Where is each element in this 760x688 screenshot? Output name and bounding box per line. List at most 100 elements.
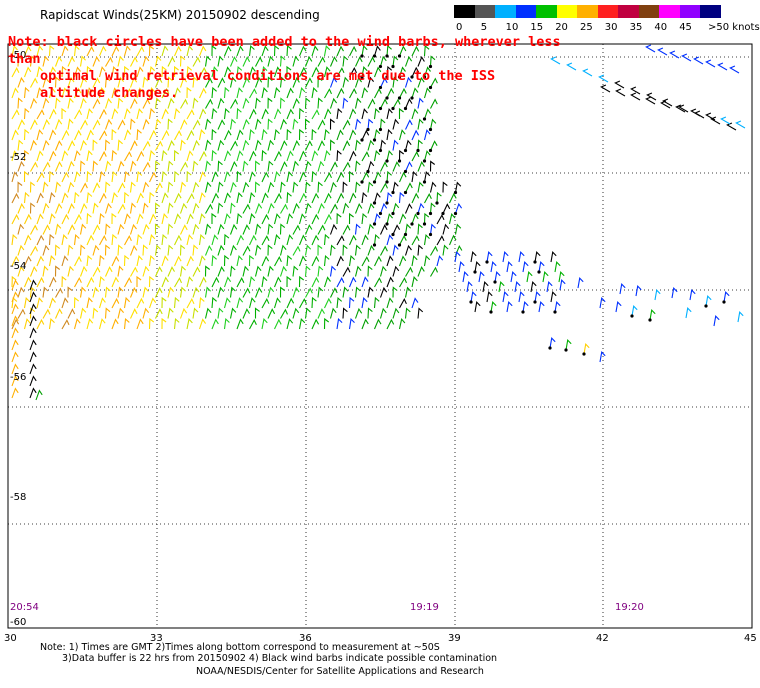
wind-barb: [86, 297, 93, 309]
wind-barb: [386, 128, 393, 141]
wind-barb: [411, 297, 419, 309]
wind-barb: [274, 255, 282, 267]
wind-barb: [261, 213, 270, 225]
wind-barbs: [11, 44, 746, 401]
contamination-dot: [422, 180, 427, 184]
wind-barb: [273, 108, 282, 120]
wind-barb: [223, 213, 231, 225]
wind-barb: [17, 265, 25, 277]
wind-barb: [173, 45, 182, 57]
wind-barb: [79, 202, 88, 214]
wind-barb: [204, 118, 212, 130]
wind-barb: [355, 56, 363, 67]
wind-barb: [48, 150, 57, 162]
wind-barb: [123, 170, 130, 183]
wind-barb: [198, 255, 206, 267]
wind-barb: [154, 55, 162, 67]
wind-barb: [367, 56, 376, 67]
wind-barb: [649, 309, 656, 321]
wind-barb: [429, 181, 437, 193]
wind-barb: [179, 139, 186, 151]
wind-barb: [54, 55, 63, 67]
wind-barb: [615, 88, 626, 97]
wind-barb: [117, 139, 123, 151]
wind-barb: [11, 375, 19, 387]
wind-barb: [392, 286, 398, 298]
wind-barb: [67, 224, 76, 235]
wind-barb: [348, 254, 355, 267]
wind-barb: [411, 192, 420, 204]
wind-barb: [538, 261, 545, 273]
wind-barb: [167, 139, 175, 151]
wind-barb: [424, 192, 432, 204]
wind-barb: [192, 181, 200, 193]
wind-barb: [173, 255, 182, 267]
wind-barb: [336, 149, 342, 162]
wind-barb: [74, 129, 82, 141]
wind-barb: [167, 244, 174, 256]
wind-barb: [61, 213, 70, 225]
wind-barb: [367, 202, 375, 214]
wind-barb: [411, 235, 420, 246]
wind-barb: [98, 275, 105, 288]
wind-barb: [279, 76, 286, 88]
wind-barb: [298, 171, 307, 183]
wind-barb: [236, 276, 245, 288]
wind-barb: [11, 275, 17, 288]
legend-swatch: [495, 5, 516, 18]
wind-barb: [404, 244, 412, 256]
wind-barb: [292, 55, 300, 67]
wind-barb: [423, 212, 430, 225]
wind-barb: [167, 286, 175, 298]
wind-barb: [304, 160, 312, 172]
wind-barb: [42, 55, 50, 67]
wind-barb: [36, 213, 44, 225]
wind-barb: [117, 55, 124, 67]
contamination-dot: [410, 96, 414, 100]
wind-barb: [104, 223, 111, 235]
wind-barb: [179, 202, 188, 214]
legend-swatch: [700, 5, 721, 18]
wind-barb: [635, 285, 642, 297]
wind-barb: [223, 317, 230, 330]
wind-barb: [323, 108, 332, 120]
wind-barb: [98, 212, 105, 225]
wind-barb: [154, 244, 161, 256]
wind-barb: [386, 44, 392, 57]
wind-barb: [117, 182, 126, 193]
wind-barb: [48, 192, 56, 204]
wind-barb: [217, 139, 225, 151]
wind-barb: [279, 265, 287, 277]
wind-barb: [117, 203, 126, 214]
wind-barb: [502, 251, 509, 263]
wind-barb: [48, 297, 56, 309]
wind-barb: [342, 55, 349, 67]
wind-barb: [317, 308, 325, 319]
contamination-dot: [391, 211, 395, 216]
wind-barb: [17, 181, 23, 193]
wind-barb: [298, 234, 307, 246]
wind-barb: [404, 98, 413, 109]
wind-barb: [11, 327, 19, 339]
wind-barb: [392, 139, 399, 151]
wind-barb: [292, 265, 299, 277]
wind-barb: [79, 307, 87, 319]
wind-barb: [42, 139, 50, 151]
wind-barb: [386, 108, 393, 120]
wind-barb: [173, 296, 180, 309]
wind-barb: [442, 223, 450, 235]
contamination-dot: [360, 75, 364, 79]
wind-barb: [61, 87, 69, 99]
wind-barb: [17, 223, 25, 235]
wind-barb: [92, 182, 101, 193]
wind-barb: [292, 202, 300, 214]
wind-barb: [167, 160, 174, 172]
wind-barb: [17, 119, 25, 130]
wind-barb: [42, 265, 49, 277]
wind-barb: [48, 233, 55, 246]
wind-barb: [211, 318, 219, 330]
wind-barb: [29, 339, 37, 351]
wind-barb: [142, 265, 150, 277]
wind-barb: [323, 150, 331, 162]
wind-barb: [86, 191, 93, 204]
